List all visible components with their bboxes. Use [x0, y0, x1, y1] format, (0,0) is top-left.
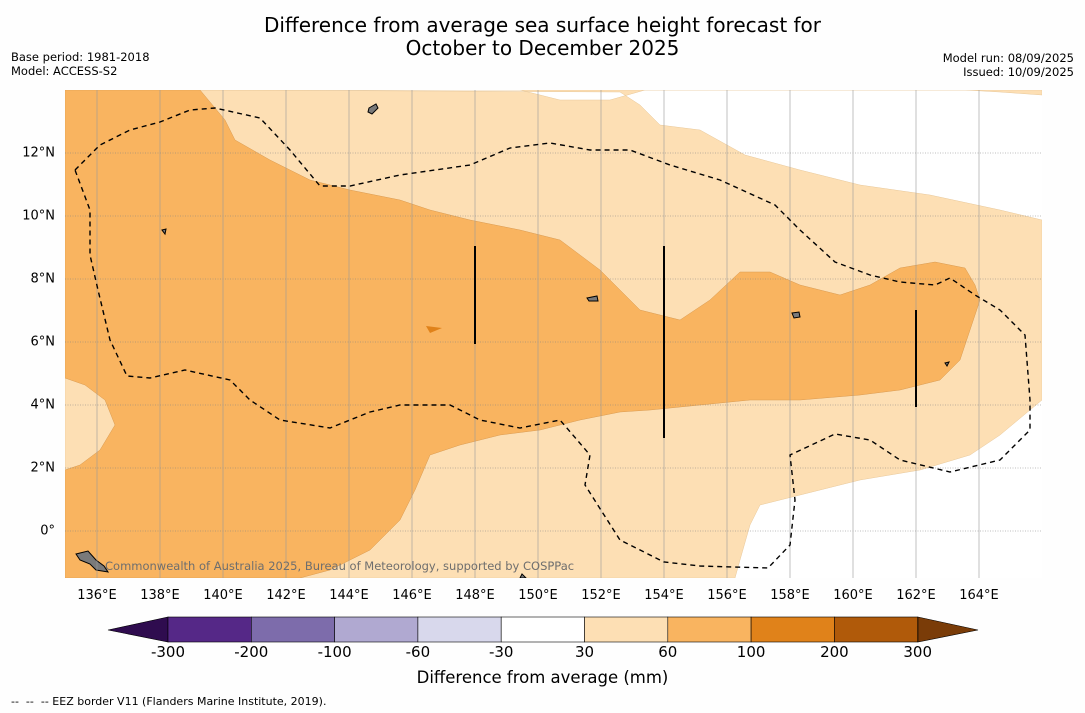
y-tick-label: 6°N [30, 334, 56, 350]
colorbar-under-arrow [107, 616, 169, 643]
y-tick-label: 2°N [30, 460, 56, 476]
colorbar-segment [584, 616, 669, 643]
x-tick-label: 158°E [770, 588, 810, 603]
x-tick-label: 156°E [707, 588, 747, 603]
base-period-info: Base period: 1981-2018 Model: ACCESS-S2 [11, 50, 150, 78]
colorbar-tick-label: 200 [820, 643, 849, 661]
title-line-2: October to December 2025 [405, 36, 680, 60]
colorbar-tick-label: -60 [405, 643, 431, 661]
colorbar-segment [667, 616, 752, 643]
colorbar-over-arrow [917, 616, 979, 643]
colorbar-segment [750, 616, 835, 643]
eez-border [74, 107, 1031, 569]
x-tick-label: 144°E [329, 588, 369, 603]
colorbar-segment [334, 616, 419, 643]
issued-text: Issued: 10/09/2025 [963, 64, 1074, 79]
colorbar-tick-label: 60 [658, 643, 678, 661]
model-run-info: Model run: 08/09/2025 Issued: 10/09/2025 [942, 51, 1074, 79]
map-area [65, 90, 1042, 578]
x-tick-label: 142°E [266, 588, 306, 603]
x-tick-label: 152°E [581, 588, 621, 603]
land-islands [75, 103, 950, 578]
x-tick-label: 138°E [140, 588, 180, 603]
y-tick-label: 10°N [22, 208, 55, 224]
colorbar-segment [417, 616, 502, 643]
colorbar-tick-label: 100 [736, 643, 766, 661]
x-tick-label: 154°E [644, 588, 684, 603]
x-tick-label: 136°E [77, 588, 117, 603]
colorbar-label: Difference from average (mm) [416, 668, 669, 687]
anomaly-spot-100-200 [426, 326, 442, 333]
colorbar-segment [834, 616, 919, 643]
colorbar-segment [500, 616, 585, 643]
footnote: -- -- -- EEZ border V11 (Flanders Marine… [11, 695, 327, 708]
x-tick-label: 162°E [896, 588, 936, 603]
y-tick-label: 0° [40, 523, 55, 539]
colorbar-tick-label: -300 [150, 643, 186, 661]
base-period-text: Base period: 1981-2018 [11, 50, 150, 64]
y-tick-label: 4°N [30, 397, 56, 413]
colorbar-tick-label: -100 [317, 643, 352, 661]
x-tick-label: 164°E [959, 588, 999, 603]
map-title: Difference from average sea surface heig… [0, 14, 1085, 60]
y-tick-label: 12°N [22, 145, 55, 161]
colorbar-tick-label: -200 [234, 643, 269, 661]
boundary-markers [474, 246, 917, 438]
x-tick-label: 160°E [833, 588, 873, 603]
model-run-text: Model run: 08/09/2025 [942, 51, 1074, 65]
x-tick-label: 146°E [392, 588, 432, 603]
x-tick-label: 150°E [518, 588, 558, 603]
colorbar-tick-label: 30 [574, 643, 595, 661]
x-tick-label: 140°E [203, 588, 243, 603]
colorbar-segment [167, 616, 252, 643]
anomaly-region-60-100 [65, 90, 981, 578]
x-tick-label: 148°E [455, 588, 495, 603]
colorbar [107, 616, 979, 643]
model-text: Model: ACCESS-S2 [11, 63, 118, 78]
attribution-text: Commonwealth of Australia 2025, Bureau o… [105, 559, 575, 573]
colorbar-tick-label: 300 [903, 643, 933, 661]
title-line-1: Difference from average sea surface heig… [263, 13, 822, 37]
colorbar-tick-label: -30 [488, 643, 514, 661]
colorbar-segment [251, 616, 335, 643]
y-tick-label: 8°N [30, 271, 56, 287]
gridlines [65, 152, 1042, 532]
